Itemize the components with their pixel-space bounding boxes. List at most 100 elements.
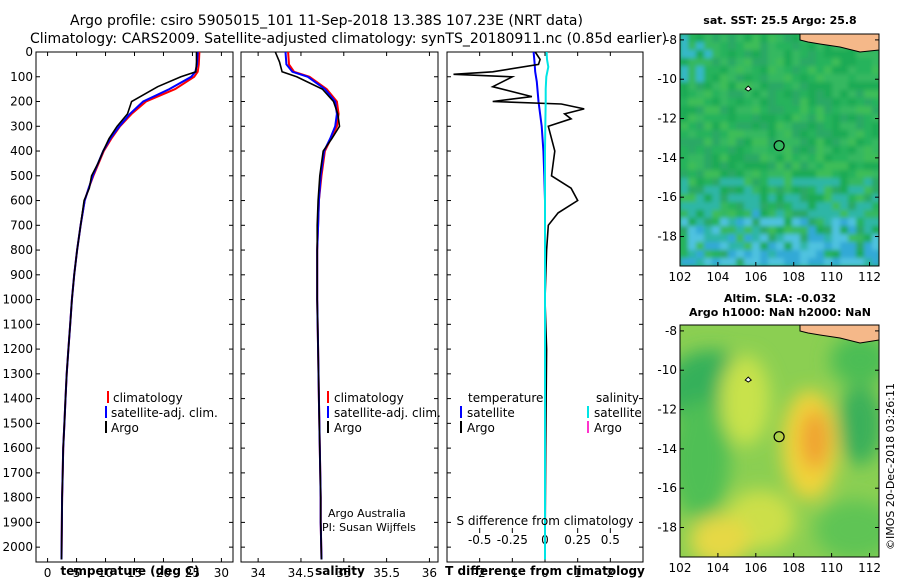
sst-cell	[824, 170, 832, 178]
sst-cell	[808, 98, 816, 106]
sst-cell	[856, 218, 864, 226]
sst-cell	[712, 218, 720, 226]
sst-cell	[768, 226, 776, 234]
sst-cell	[696, 50, 704, 58]
sst-cell	[720, 194, 728, 202]
sst-cell	[680, 130, 688, 138]
sst-cell	[744, 74, 752, 82]
sst-cell	[696, 210, 704, 218]
sst-cell	[848, 258, 856, 266]
y-tick-label: 1000	[2, 293, 33, 307]
sst-cell	[680, 90, 688, 98]
sst-cell	[792, 130, 800, 138]
sst-cell	[864, 106, 872, 114]
sst-cell	[720, 34, 728, 42]
sst-cell	[744, 210, 752, 218]
sst-cell	[816, 234, 824, 242]
sst-cell	[736, 194, 744, 202]
sst-cell	[816, 50, 824, 58]
sst-cell	[872, 258, 879, 266]
sst-cell	[696, 82, 704, 90]
sst-cell	[704, 50, 712, 58]
sst-cell	[816, 58, 824, 66]
sst-cell	[752, 42, 760, 50]
sst-cell	[832, 90, 840, 98]
sla-map-frame	[679, 324, 880, 558]
x-tick-label: 1	[574, 566, 582, 580]
sst-cell	[832, 210, 840, 218]
sst-cell	[856, 138, 864, 146]
sst-cell	[864, 186, 872, 194]
attribution-line-2: PI: Susan Wijffels	[322, 521, 416, 534]
sst-cell	[768, 34, 776, 42]
sst-cell	[720, 66, 728, 74]
sst-cell	[752, 146, 760, 154]
sst-cell	[720, 130, 728, 138]
sst-cell	[872, 58, 879, 66]
sst-cell	[808, 90, 816, 98]
series-s-satellite	[544, 51, 550, 560]
sst-cell	[760, 90, 768, 98]
sst-cell	[840, 138, 848, 146]
sst-cell	[744, 170, 752, 178]
sst-cell	[704, 98, 712, 106]
sst-cell	[848, 242, 856, 250]
temperature-x-label: temperature (deg C)	[61, 564, 200, 578]
sst-cell	[744, 202, 752, 210]
sst-cell	[800, 58, 808, 66]
sst-cell	[680, 50, 688, 58]
map-y-tick-label: -10	[657, 363, 677, 377]
sst-cell	[728, 210, 736, 218]
map-x-tick-label: 108	[782, 270, 805, 284]
map-x-tick-label: 110	[820, 561, 843, 575]
sst-cell	[800, 50, 808, 58]
sst-cell	[696, 242, 704, 250]
sst-cell	[864, 98, 872, 106]
sst-cell	[688, 226, 696, 234]
sst-cell	[720, 74, 728, 82]
sst-cell	[720, 42, 728, 50]
sst-cell	[720, 210, 728, 218]
sla-map-axes: 102 104 106 108 110 112 -8 -10 -12 -14 -16 -18	[657, 324, 881, 575]
sst-cell	[800, 90, 808, 98]
sst-cell	[680, 34, 688, 42]
float-position-marker	[773, 431, 785, 443]
sst-cell	[840, 106, 848, 114]
sst-cell	[752, 242, 760, 250]
sst-cell	[712, 146, 720, 154]
x-tick-label: 36	[422, 566, 437, 580]
previous-position-marker	[744, 376, 753, 383]
sst-cell	[760, 250, 768, 258]
sst-cell	[808, 162, 816, 170]
sst-cell	[752, 114, 760, 122]
sst-cell	[736, 34, 744, 42]
sst-cell	[784, 178, 792, 186]
sst-cell	[688, 82, 696, 90]
sst-cell	[680, 186, 688, 194]
sst-cell	[704, 114, 712, 122]
map-x-tick-label: 108	[782, 561, 805, 575]
sst-cell	[704, 34, 712, 42]
x-tick-label: 10	[98, 566, 113, 580]
sst-cell	[768, 66, 776, 74]
sst-cell	[712, 210, 720, 218]
sst-cell	[776, 186, 784, 194]
sst-cell	[856, 258, 864, 266]
sst-cell	[720, 58, 728, 66]
sst-cell	[752, 250, 760, 258]
sst-cell	[752, 218, 760, 226]
sst-cell	[760, 234, 768, 242]
x-tick-label: 2	[607, 566, 615, 580]
sst-cell	[816, 218, 824, 226]
sst-cell	[712, 66, 720, 74]
sst-cell	[864, 250, 872, 258]
sst-cell	[760, 42, 768, 50]
sst-cell	[696, 226, 704, 234]
series-t-argo	[453, 51, 585, 560]
sst-cell	[704, 202, 712, 210]
sst-cell	[864, 242, 872, 250]
sst-cell	[736, 98, 744, 106]
sst-cell	[704, 218, 712, 226]
sst-cell	[736, 218, 744, 226]
sst-cell	[728, 194, 736, 202]
